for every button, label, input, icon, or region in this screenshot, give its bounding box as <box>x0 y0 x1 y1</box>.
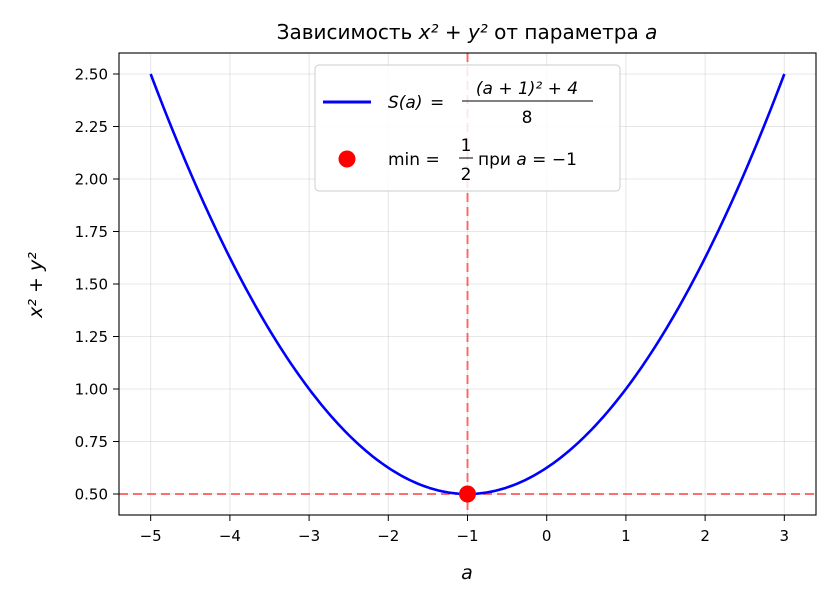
legend-curve-equals: = <box>430 93 444 113</box>
x-tick-label: −3 <box>298 527 320 545</box>
legend-min-numerator: 1 <box>461 136 472 156</box>
chart-title-param: a <box>645 20 657 44</box>
y-tick-label: 0.50 <box>75 486 108 504</box>
legend-entry-curve: S(a) = (a + 1)² + 4 8 <box>388 79 593 128</box>
legend-curve-numerator: (a + 1)² + 4 <box>476 79 578 99</box>
legend-min-suffix: при a = −1 <box>478 150 577 170</box>
legend-min-prefix: min = <box>388 150 440 170</box>
y-tick-label: 1.25 <box>75 328 108 346</box>
points-layer <box>459 485 476 503</box>
x-tick-label: −5 <box>140 527 162 545</box>
x-tick-label: 1 <box>621 527 631 545</box>
legend-min-denominator: 2 <box>461 165 472 185</box>
legend: S(a) = (a + 1)² + 4 8 min = 1 2 при a = … <box>314 64 621 192</box>
y-tick-label: 1.00 <box>75 381 108 399</box>
legend-min-suffix-text: при <box>478 150 516 170</box>
y-tick-label: 2.00 <box>75 171 108 189</box>
chart-title-prefix: Зависимость <box>277 20 419 44</box>
y-tick-label: 0.75 <box>75 433 108 451</box>
legend-curve-denominator: 8 <box>522 108 533 128</box>
y-axis-ticks: 0.50 0.75 1.00 1.25 1.50 1.75 2.00 2.25 2.50 <box>75 66 119 504</box>
y-tick-label: 2.25 <box>75 118 108 136</box>
legend-min-var: a <box>516 150 526 170</box>
x-axis-label: a <box>461 562 473 584</box>
x-tick-label: 3 <box>780 527 790 545</box>
x-tick-label: −1 <box>456 527 478 545</box>
y-tick-label: 2.50 <box>75 66 108 84</box>
chart-title-middle: от параметра <box>488 20 645 44</box>
legend-frame <box>314 64 621 192</box>
x-tick-label: 0 <box>542 527 552 545</box>
legend-curve-lhs: S(a) <box>388 93 422 113</box>
legend-marker-swatch <box>338 150 356 168</box>
legend-min-tail: = −1 <box>527 150 577 170</box>
y-axis-label: x² + y² <box>25 252 47 319</box>
x-tick-label: −4 <box>219 527 241 545</box>
y-tick-label: 1.50 <box>75 276 108 294</box>
legend-entry-min: min = 1 2 при a = −1 <box>388 136 577 185</box>
chart-title-math: x² + y² <box>418 20 488 44</box>
x-tick-label: −2 <box>377 527 399 545</box>
chart-title: Зависимость x² + y² от параметра a <box>277 20 658 44</box>
minimum-point <box>459 485 476 503</box>
y-tick-label: 1.75 <box>75 223 108 241</box>
x-tick-label: 2 <box>700 527 710 545</box>
x-axis-ticks: −5 −4 −3 −2 −1 0 1 2 3 <box>140 515 789 545</box>
